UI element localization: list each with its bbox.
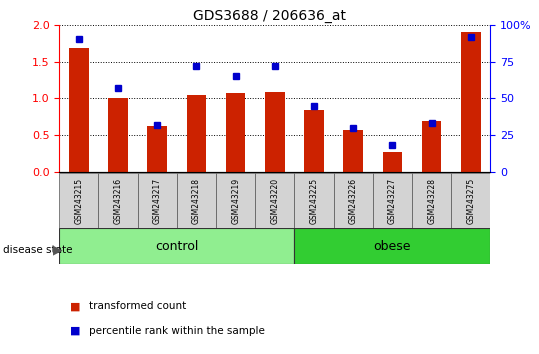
Bar [216, 173, 255, 228]
Bar [69, 48, 89, 172]
Bar [422, 121, 441, 172]
Bar [461, 32, 481, 172]
Bar [108, 98, 128, 172]
Text: disease state: disease state [3, 245, 72, 255]
Text: transformed count: transformed count [89, 301, 186, 311]
Bar [59, 228, 294, 264]
Bar [59, 173, 99, 228]
Bar [343, 130, 363, 172]
Text: GSM243220: GSM243220 [271, 178, 279, 224]
Text: GSM243219: GSM243219 [231, 178, 240, 224]
Bar [255, 173, 294, 228]
Text: GSM243226: GSM243226 [349, 178, 358, 224]
Bar [186, 95, 206, 172]
Text: control: control [155, 240, 198, 252]
Text: GSM243228: GSM243228 [427, 178, 436, 224]
Text: GSM243215: GSM243215 [74, 178, 84, 224]
Text: GSM243227: GSM243227 [388, 178, 397, 224]
Text: obese: obese [374, 240, 411, 252]
Bar [137, 173, 177, 228]
Text: GSM243217: GSM243217 [153, 178, 162, 224]
Bar [177, 173, 216, 228]
Bar [226, 93, 245, 172]
Text: GSM243218: GSM243218 [192, 178, 201, 224]
Bar [412, 173, 451, 228]
Bar [334, 173, 373, 228]
Bar [294, 173, 334, 228]
Bar [265, 92, 285, 172]
Text: GSM243216: GSM243216 [114, 178, 122, 224]
Text: ▶: ▶ [53, 243, 63, 256]
Text: GDS3688 / 206636_at: GDS3688 / 206636_at [193, 9, 346, 23]
Bar [373, 173, 412, 228]
Text: ■: ■ [70, 326, 80, 336]
Text: GSM243275: GSM243275 [466, 178, 475, 224]
Text: ■: ■ [70, 301, 80, 311]
Bar [383, 152, 402, 172]
Bar [99, 173, 137, 228]
Text: percentile rank within the sample: percentile rank within the sample [89, 326, 265, 336]
Bar [294, 228, 490, 264]
Bar [148, 126, 167, 172]
Bar [451, 173, 490, 228]
Bar [305, 110, 324, 172]
Text: GSM243225: GSM243225 [309, 178, 319, 224]
